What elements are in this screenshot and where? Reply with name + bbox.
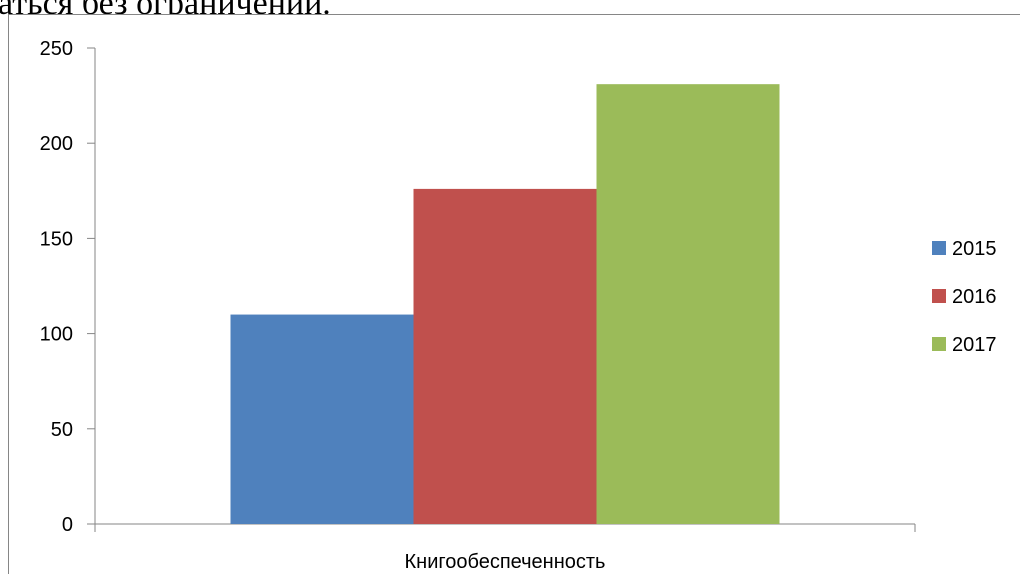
- chart-ticks: 0 50 100 150 200 250 Книгообеспеченность: [40, 38, 606, 573]
- y-tick-label: 0: [62, 514, 73, 536]
- legend-label-2017: 2017: [952, 334, 997, 356]
- chart-bars: [230, 84, 780, 525]
- bar-2017: [596, 84, 780, 525]
- bar-2015: [230, 314, 414, 524]
- legend-swatch-2016: [932, 289, 946, 303]
- legend-label-2015: 2015: [952, 238, 997, 260]
- y-tick-label: 200: [40, 133, 73, 155]
- legend-swatch-2017: [932, 337, 946, 351]
- legend-swatch-2015: [932, 241, 946, 255]
- bar-2016: [413, 188, 597, 524]
- chart-legend: 2015 2016 2017: [932, 238, 997, 356]
- x-category-label: Книгообеспеченность: [405, 551, 606, 573]
- y-tick-label: 150: [40, 228, 73, 250]
- legend-label-2016: 2016: [952, 286, 997, 308]
- y-tick-label: 100: [40, 324, 73, 346]
- y-tick-label: 250: [40, 38, 73, 60]
- y-tick-label: 50: [51, 419, 73, 441]
